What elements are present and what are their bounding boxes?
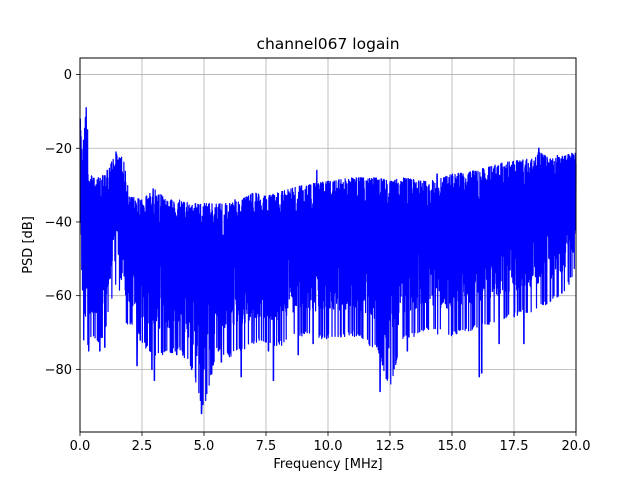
- x-tick-label: 0.0: [70, 439, 91, 454]
- x-tick-label: 15.0: [438, 439, 467, 454]
- x-tick-label: 12.5: [376, 439, 405, 454]
- plot-area: [79, 107, 577, 415]
- y-axis-ticks: 0 −20 −40 −60 −80: [45, 68, 80, 378]
- x-tick-label: 5.0: [194, 439, 215, 454]
- x-tick-label: 17.5: [500, 439, 529, 454]
- x-axis-label: Frequency [MHz]: [273, 457, 382, 472]
- chart-title: channel067 logain: [256, 35, 399, 53]
- y-tick-label: −60: [45, 289, 72, 304]
- x-tick-label: 7.5: [256, 439, 277, 454]
- x-tick-label: 20.0: [562, 439, 591, 454]
- y-tick-label: 0: [64, 68, 72, 83]
- y-tick-label: −40: [45, 215, 72, 230]
- y-axis-label: PSD [dB]: [21, 216, 36, 274]
- x-axis-ticks: 0.0 2.5 5.0 7.5 10.0 12.5 15.0 17.5 20.0: [70, 432, 591, 454]
- psd-series-line: [79, 107, 577, 415]
- x-tick-label: 10.0: [314, 439, 343, 454]
- x-tick-label: 2.5: [132, 439, 153, 454]
- y-tick-label: −80: [45, 363, 72, 378]
- y-tick-label: −20: [45, 142, 72, 157]
